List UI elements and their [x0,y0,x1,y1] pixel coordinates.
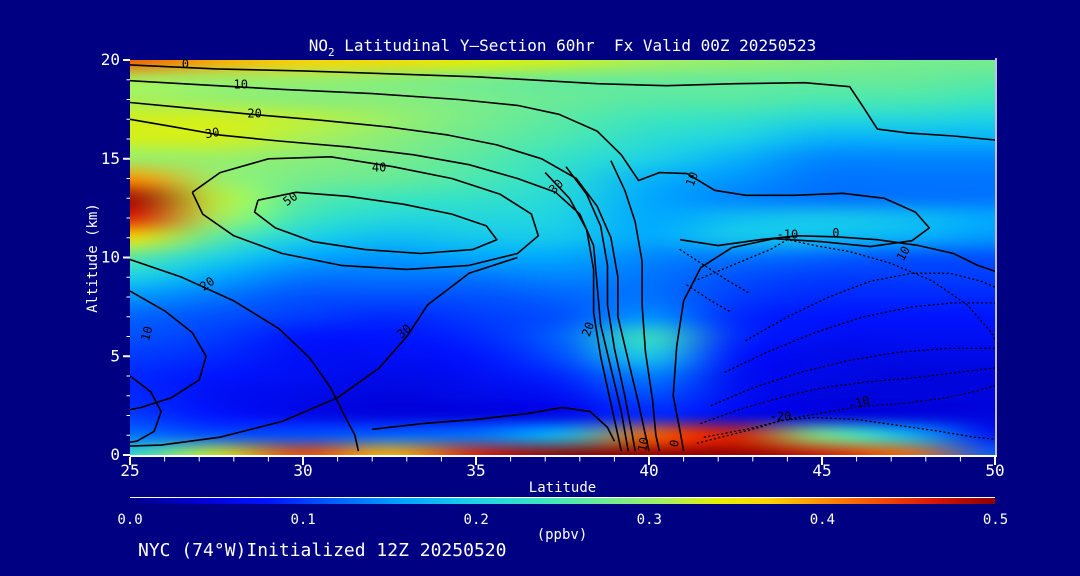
contour-label: 20 [197,274,217,294]
contour-line-0 [129,64,996,141]
contour-line-10 [129,290,207,411]
contour-line-10 [129,79,931,452]
contour-label: 30 [204,125,221,141]
colorbar-tick-label: 0.2 [464,512,489,528]
x-tick-label: 45 [812,461,831,480]
footer-run-info: NYC (74°W)Initialized 12Z 20250520 [138,540,507,561]
contour-line-0 [129,375,162,443]
contour-label: -10 [847,393,872,412]
contour-label: 10 [683,170,701,188]
contour-label: -20 [770,409,792,423]
contour-label: 0 [832,226,839,240]
title-prefix: NO [308,36,329,55]
colorbar [130,497,995,504]
contour-label: 10 [635,436,651,453]
heatmap-fill [130,60,995,455]
contour-line-15 [610,160,661,452]
contour-line--10 [703,385,996,438]
contour-line--10 [724,302,996,373]
contour-label: 30 [394,321,414,341]
y-tick-label: 0 [110,445,120,464]
colorbar-tick-label: 0.4 [810,512,835,528]
x-tick-label: 30 [293,461,312,480]
contour-line--15 [710,347,996,407]
colorbar-tick-label: 0.5 [983,512,1008,528]
colorbar-tick-label: 0.3 [637,512,662,528]
x-tick-label: 40 [639,461,658,480]
contour-label: 0 [182,57,189,71]
colorbar-units-label: (ppbv) [536,527,588,543]
contour-line-30 [129,256,518,447]
plot-title: NO2 Latitudinal Y—Section 60hr Fx Valid … [130,36,995,59]
contour-line-40 [191,156,540,271]
contour-line-50 [253,191,498,255]
contour-line--5 [686,284,733,314]
x-tick-label: 35 [466,461,485,480]
contour-line--20 [696,416,996,444]
contour-label: 0 [667,439,682,449]
title-rest: Latitudinal Y—Section 60hr Fx Valid 00Z … [334,36,817,55]
contour-line-30 [129,118,629,452]
y-tick-label: 15 [101,149,120,168]
contour-label: 30 [546,177,566,197]
x-axis-label: Latitude [528,480,597,496]
contour-line-0 [679,235,996,273]
contour-line-25 [565,166,636,452]
contour-line--5 [679,248,750,294]
contour-line--10 [693,239,996,342]
contour-label: 20 [247,106,261,120]
contour-line-20 [129,101,650,452]
colorbar-tick-label: 0.0 [117,512,142,528]
contour-label: 10 [233,78,247,92]
x-tick-label: 25 [120,461,139,480]
y-tick-label: 20 [101,50,120,69]
contour-line-35 [544,172,623,452]
contour-line--15 [700,367,996,425]
colorbar-tick-label: 0.1 [290,512,315,528]
contour-label: 50 [280,189,300,209]
contour-line-20 [129,258,360,452]
contour-label: 20 [579,320,597,338]
contour-label: 10 [138,325,155,343]
y-axis-label: Altitude (km) [85,203,101,313]
contour-label: -10 [777,228,799,242]
y-tick-label: 10 [101,248,120,267]
x-tick-label: 50 [985,461,1004,480]
contour-line--5 [745,272,996,342]
y-tick-label: 5 [110,346,120,365]
contour-line-20 [372,406,616,442]
contour-label: 10 [894,244,913,264]
title-subscript: 2 [328,45,335,59]
contour-label: 40 [372,161,386,175]
